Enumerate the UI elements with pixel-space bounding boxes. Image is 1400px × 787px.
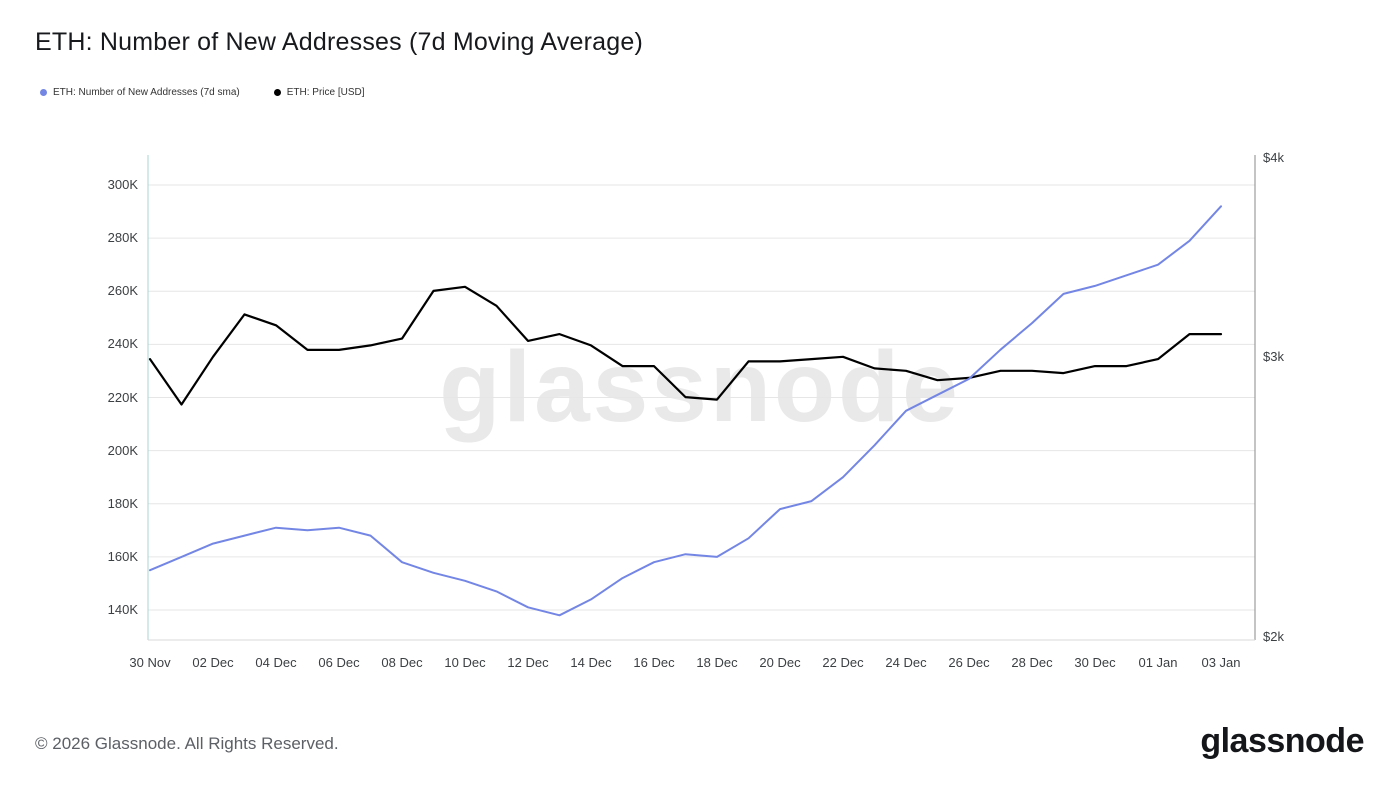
right-axis-tick-label: $2k bbox=[1263, 628, 1284, 644]
x-axis-tick-label: 01 Jan bbox=[1138, 655, 1178, 670]
x-axis-tick-label: 14 Dec bbox=[570, 655, 612, 670]
legend-dot-icon bbox=[273, 89, 281, 96]
x-axis-tick-label: 30 Nov bbox=[129, 655, 171, 670]
x-axis-tick-label: 12 Dec bbox=[507, 655, 549, 670]
legend-item-label: ETH: Number of New Addresses (7d sma) bbox=[53, 87, 240, 98]
x-axis-tick-label: 03 Jan bbox=[1201, 655, 1241, 670]
price-series-line bbox=[148, 285, 1223, 406]
x-axis-tick-label: 18 Dec bbox=[696, 655, 738, 670]
x-axis-tick-label: 22 Dec bbox=[822, 655, 864, 670]
x-axis-tick-label: 20 Dec bbox=[759, 655, 801, 670]
left-axis-tick-label: 300K bbox=[107, 177, 138, 192]
x-axis-tick-label: 02 Dec bbox=[192, 655, 234, 670]
legend: ETH: Number of New Addresses (7d sma) ETH… bbox=[40, 87, 365, 98]
x-axis-tick-label: 26 Dec bbox=[948, 655, 990, 670]
left-axis-tick-label: 160K bbox=[107, 548, 138, 564]
x-axis-tick-label: 08 Dec bbox=[381, 655, 423, 670]
right-axis-tick-label: $4k bbox=[1263, 150, 1284, 165]
x-axis-tick-label: 06 Dec bbox=[318, 655, 360, 670]
addresses-series-line bbox=[149, 205, 1222, 617]
x-axis-tick-label: 28 Dec bbox=[1011, 655, 1053, 670]
left-axis-tick-label: 200K bbox=[107, 442, 138, 458]
left-axis-tick-label: 240K bbox=[107, 336, 138, 352]
left-axis-tick-label: 280K bbox=[107, 230, 138, 246]
x-axis-tick-label: 30 Dec bbox=[1074, 655, 1116, 670]
left-axis-tick-label: 220K bbox=[107, 389, 138, 405]
x-axis-tick-label: 10 Dec bbox=[444, 655, 486, 670]
left-axis-tick-label: 180K bbox=[107, 495, 138, 511]
chart-title: ETH: Number of New Addresses (7d Moving … bbox=[35, 28, 644, 56]
right-axis-tick-label: $3k bbox=[1263, 348, 1284, 364]
x-axis-tick-label: 24 Dec bbox=[885, 655, 927, 670]
glassnode-watermark: glassnode bbox=[439, 331, 961, 443]
glassnode-logo: glassnode bbox=[1200, 722, 1364, 760]
legend-item-new-addresses[interactable]: ETH: Number of New Addresses (7d sma) bbox=[40, 87, 240, 98]
left-axis-tick-label: 140K bbox=[107, 602, 138, 617]
x-axis-tick-label: 04 Dec bbox=[255, 655, 297, 670]
x-axis-tick-label: 16 Dec bbox=[633, 655, 675, 670]
legend-item-label: ETH: Price [USD] bbox=[286, 87, 365, 98]
left-axis-tick-label: 260K bbox=[107, 283, 138, 299]
copyright-text: © 2026 Glassnode. All Rights Reserved. bbox=[35, 734, 339, 753]
legend-dot-icon bbox=[40, 89, 47, 96]
legend-item-price[interactable]: ETH: Price [USD] bbox=[273, 87, 365, 98]
